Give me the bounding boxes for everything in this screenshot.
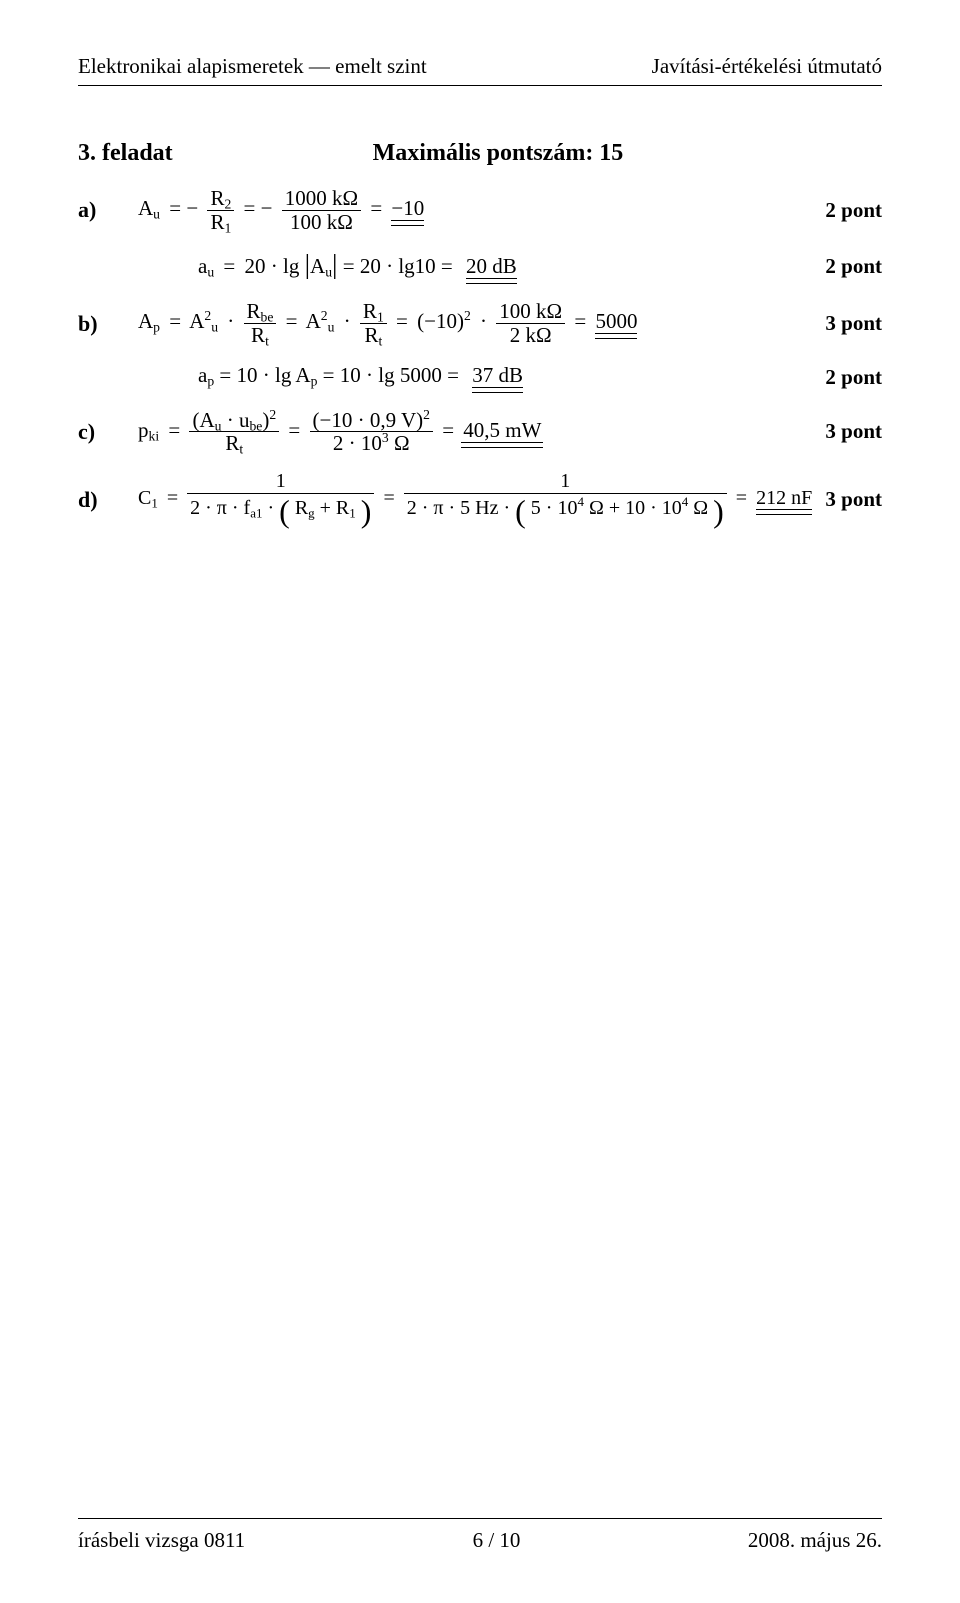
equation-c: pki = (Au · ube)2 Rt = (−10 · 0,9 V)2 2 … — [138, 409, 825, 455]
frac-b1: Rbe Rt — [244, 300, 277, 346]
task-title-line: 3. feladat Maximális pontszám: 15 — [78, 140, 882, 167]
footer-center: 6 / 10 — [473, 1528, 521, 1553]
result-a: −10 — [391, 196, 424, 226]
result-a2: 20 dB — [466, 254, 517, 284]
points-c: 3 pont — [825, 419, 882, 444]
row-a: a) Au = − R2 R1 = − 1000 kΩ 100 kΩ = −10… — [78, 187, 882, 233]
label-c: c) — [78, 419, 138, 445]
row-c: c) pki = (Au · ube)2 Rt = (−10 · 0,9 V)2… — [78, 409, 882, 455]
result-c: 40,5 mW — [463, 418, 541, 448]
frac-a2: 1000 kΩ 100 kΩ — [282, 187, 361, 233]
row-a2: au = 20 · lg |Au| = 20 · lg10 = 20 dB 2 … — [78, 249, 882, 284]
task-max-points: Maximális pontszám: 15 — [373, 140, 624, 167]
equation-b: Ap = A2u · Rbe Rt = A2u · R1 Rt = (−10)2… — [138, 300, 825, 346]
frac-c2: (−10 · 0,9 V)2 2 · 103 Ω — [310, 409, 433, 455]
task-number: 3. feladat — [78, 140, 173, 167]
equation-d: C1 = 1 2 · π · fa1 · ( Rg + R1 ) = 1 2 ·… — [138, 471, 825, 528]
result-b2: 37 dB — [472, 363, 523, 393]
label-b: b) — [78, 311, 138, 337]
frac-a1: R2 R1 — [207, 187, 234, 233]
content: 3. feladat Maximális pontszám: 15 a) Au … — [78, 140, 882, 528]
frac-b3: 100 kΩ 2 kΩ — [496, 300, 565, 346]
equation-a2: au = 20 · lg |Au| = 20 · lg10 = 20 dB — [198, 249, 825, 284]
points-b2: 2 pont — [825, 365, 882, 390]
equation-b2: ap = 10 · lg Ap = 10 · lg 5000 = 37 dB — [198, 363, 825, 393]
footer-rule — [78, 1518, 882, 1519]
points-b: 3 pont — [825, 311, 882, 336]
row-b: b) Ap = A2u · Rbe Rt = A2u · R1 Rt = (−1… — [78, 300, 882, 346]
points-a2: 2 pont — [825, 254, 882, 279]
result-d: 212 nF — [756, 487, 812, 515]
frac-d2: 1 2 · π · 5 Hz · ( 5 · 104 Ω + 10 · 104 … — [404, 471, 727, 528]
header-left: Elektronikai alapismeretek — emelt szint — [78, 54, 427, 79]
frac-d1: 1 2 · π · fa1 · ( Rg + R1 ) — [187, 471, 374, 528]
frac-c1: (Au · ube)2 Rt — [189, 409, 279, 455]
page-header: Elektronikai alapismeretek — emelt szint… — [78, 54, 882, 79]
equation-a: Au = − R2 R1 = − 1000 kΩ 100 kΩ = −10 — [138, 187, 825, 233]
footer-left: írásbeli vizsga 0811 — [78, 1528, 245, 1553]
row-d: d) C1 = 1 2 · π · fa1 · ( Rg + R1 ) = 1 — [78, 471, 882, 528]
footer-right: 2008. május 26. — [748, 1528, 882, 1553]
header-rule — [78, 85, 882, 86]
frac-b2: R1 Rt — [360, 300, 387, 346]
label-a: a) — [78, 197, 138, 223]
points-d: 3 pont — [825, 487, 882, 512]
label-d: d) — [78, 487, 138, 513]
page-footer: írásbeli vizsga 0811 6 / 10 2008. május … — [78, 1528, 882, 1553]
result-b: 5000 — [595, 309, 637, 339]
header-right: Javítási-értékelési útmutató — [652, 54, 882, 79]
points-a: 2 pont — [825, 198, 882, 223]
row-b2: ap = 10 · lg Ap = 10 · lg 5000 = 37 dB 2… — [78, 363, 882, 393]
